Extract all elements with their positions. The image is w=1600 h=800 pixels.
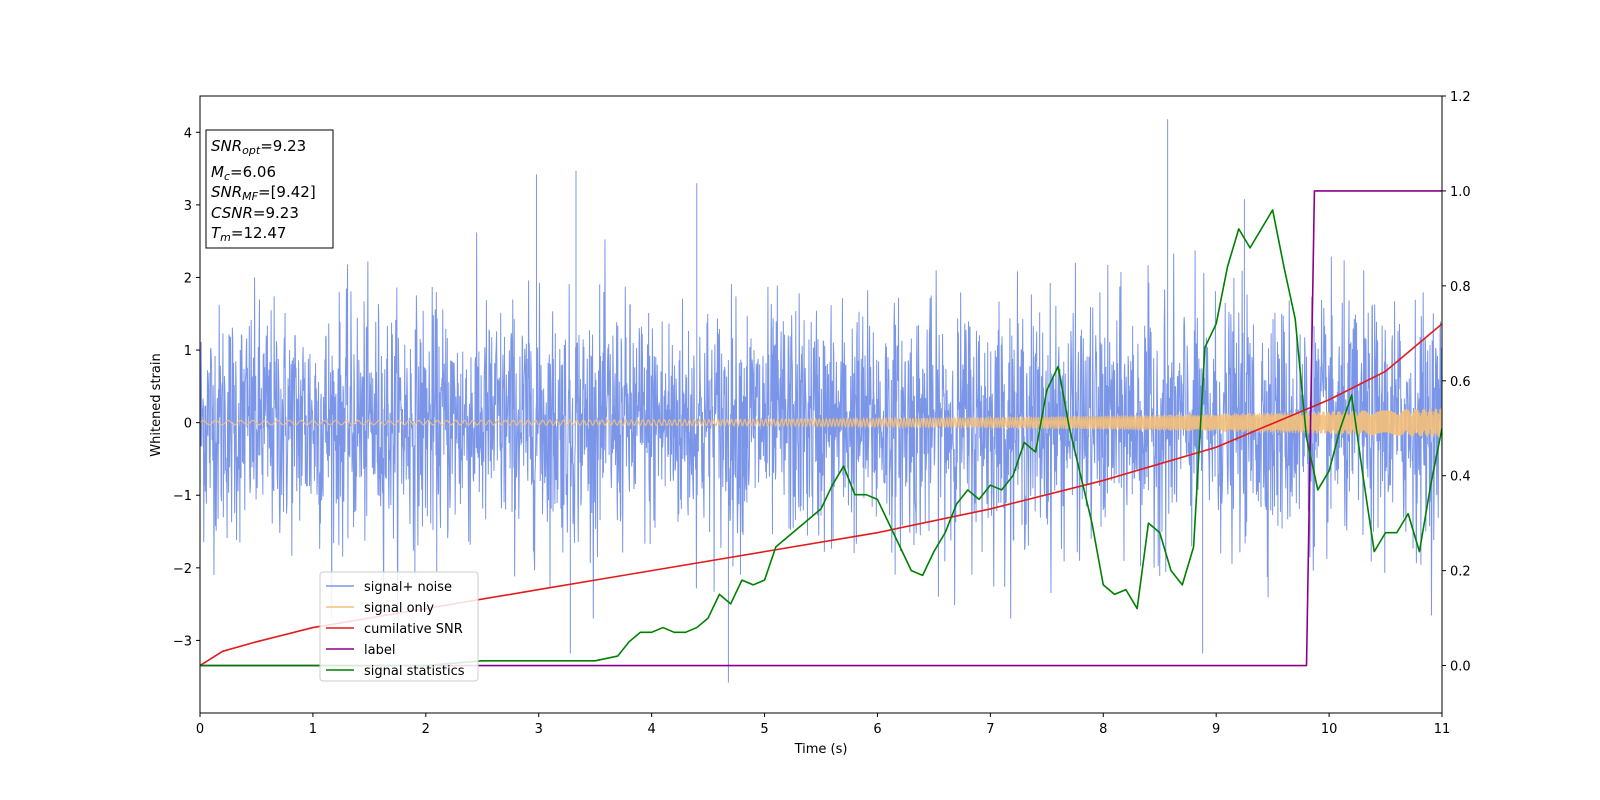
series-signal-statistics-line xyxy=(200,209,1442,667)
series-signal-only-line xyxy=(200,408,1442,438)
y-left-tick-label: 1 xyxy=(184,344,192,359)
annotation-snr-mf: SNRMF=[9.42] xyxy=(211,183,316,203)
y-left-tick-label: −2 xyxy=(173,562,192,577)
legend-label: cumilative SNR xyxy=(364,622,463,637)
x-tick-label: 3 xyxy=(535,722,543,737)
x-axis: 0 1 2 3 4 5 6 7 8 9 10 11 xyxy=(196,713,1450,737)
x-tick-label: 8 xyxy=(1099,722,1107,737)
axes-frame xyxy=(199,95,1443,714)
y-left-tick-label: 4 xyxy=(184,126,192,141)
x-tick-label: 9 xyxy=(1212,722,1220,737)
annotation-box: SNRopt=9.23 Mc=6.06 SNRMF=[9.42] CSNR=9.… xyxy=(205,129,334,249)
y-right-tick-label: 0.0 xyxy=(1450,660,1471,675)
legend: signal+ noise signal only cumilative SNR la… xyxy=(319,571,479,682)
legend-label: signal only xyxy=(364,601,434,616)
x-tick-label: 7 xyxy=(986,722,994,737)
legend-label: label xyxy=(364,643,395,658)
series-cumulative-snr-line xyxy=(200,323,1442,667)
y-left-tick-label: 0 xyxy=(184,417,192,432)
y-right-tick-label: 0.8 xyxy=(1450,280,1471,295)
y-axis-right: 0.0 0.2 0.4 0.6 0.8 1.0 1.2 xyxy=(1442,90,1471,675)
y-axis-left: −3 −2 −1 0 1 2 3 4 xyxy=(173,126,200,649)
series-signal-noise-line xyxy=(200,119,1442,683)
x-tick-label: 11 xyxy=(1434,722,1451,737)
x-tick-label: 10 xyxy=(1321,722,1338,737)
y-left-tick-label: −1 xyxy=(173,489,192,504)
y-left-tick-label: −3 xyxy=(173,634,192,649)
legend-label: signal statistics xyxy=(364,664,465,679)
y-right-tick-label: 1.0 xyxy=(1450,185,1471,200)
y-right-tick-label: 0.2 xyxy=(1450,565,1471,580)
y-left-tick-label: 3 xyxy=(184,199,192,214)
x-tick-label: 5 xyxy=(760,722,768,737)
x-tick-label: 1 xyxy=(309,722,317,737)
legend-label: signal+ noise xyxy=(364,580,452,595)
x-axis-title: Time (s) xyxy=(794,742,848,757)
annotation-tm: Tm=12.47 xyxy=(211,224,286,244)
y-right-tick-label: 0.6 xyxy=(1450,375,1471,390)
y-left-tick-label: 2 xyxy=(184,271,192,286)
annotation-mc: Mc=6.06 xyxy=(211,163,276,183)
annotation-csnr: CSNR=9.23 xyxy=(211,204,299,222)
x-tick-label: 4 xyxy=(647,722,655,737)
y-right-tick-label: 1.2 xyxy=(1450,90,1471,105)
x-tick-label: 0 xyxy=(196,722,204,737)
y-right-tick-label: 0.4 xyxy=(1450,470,1471,485)
series-label-line xyxy=(200,190,1442,667)
y-axis-title: Whitened strain xyxy=(149,353,164,456)
x-tick-label: 6 xyxy=(873,722,881,737)
x-tick-label: 2 xyxy=(422,722,430,737)
plot-area xyxy=(200,119,1442,683)
annotation-snr-opt: SNRopt=9.23 xyxy=(211,137,306,157)
